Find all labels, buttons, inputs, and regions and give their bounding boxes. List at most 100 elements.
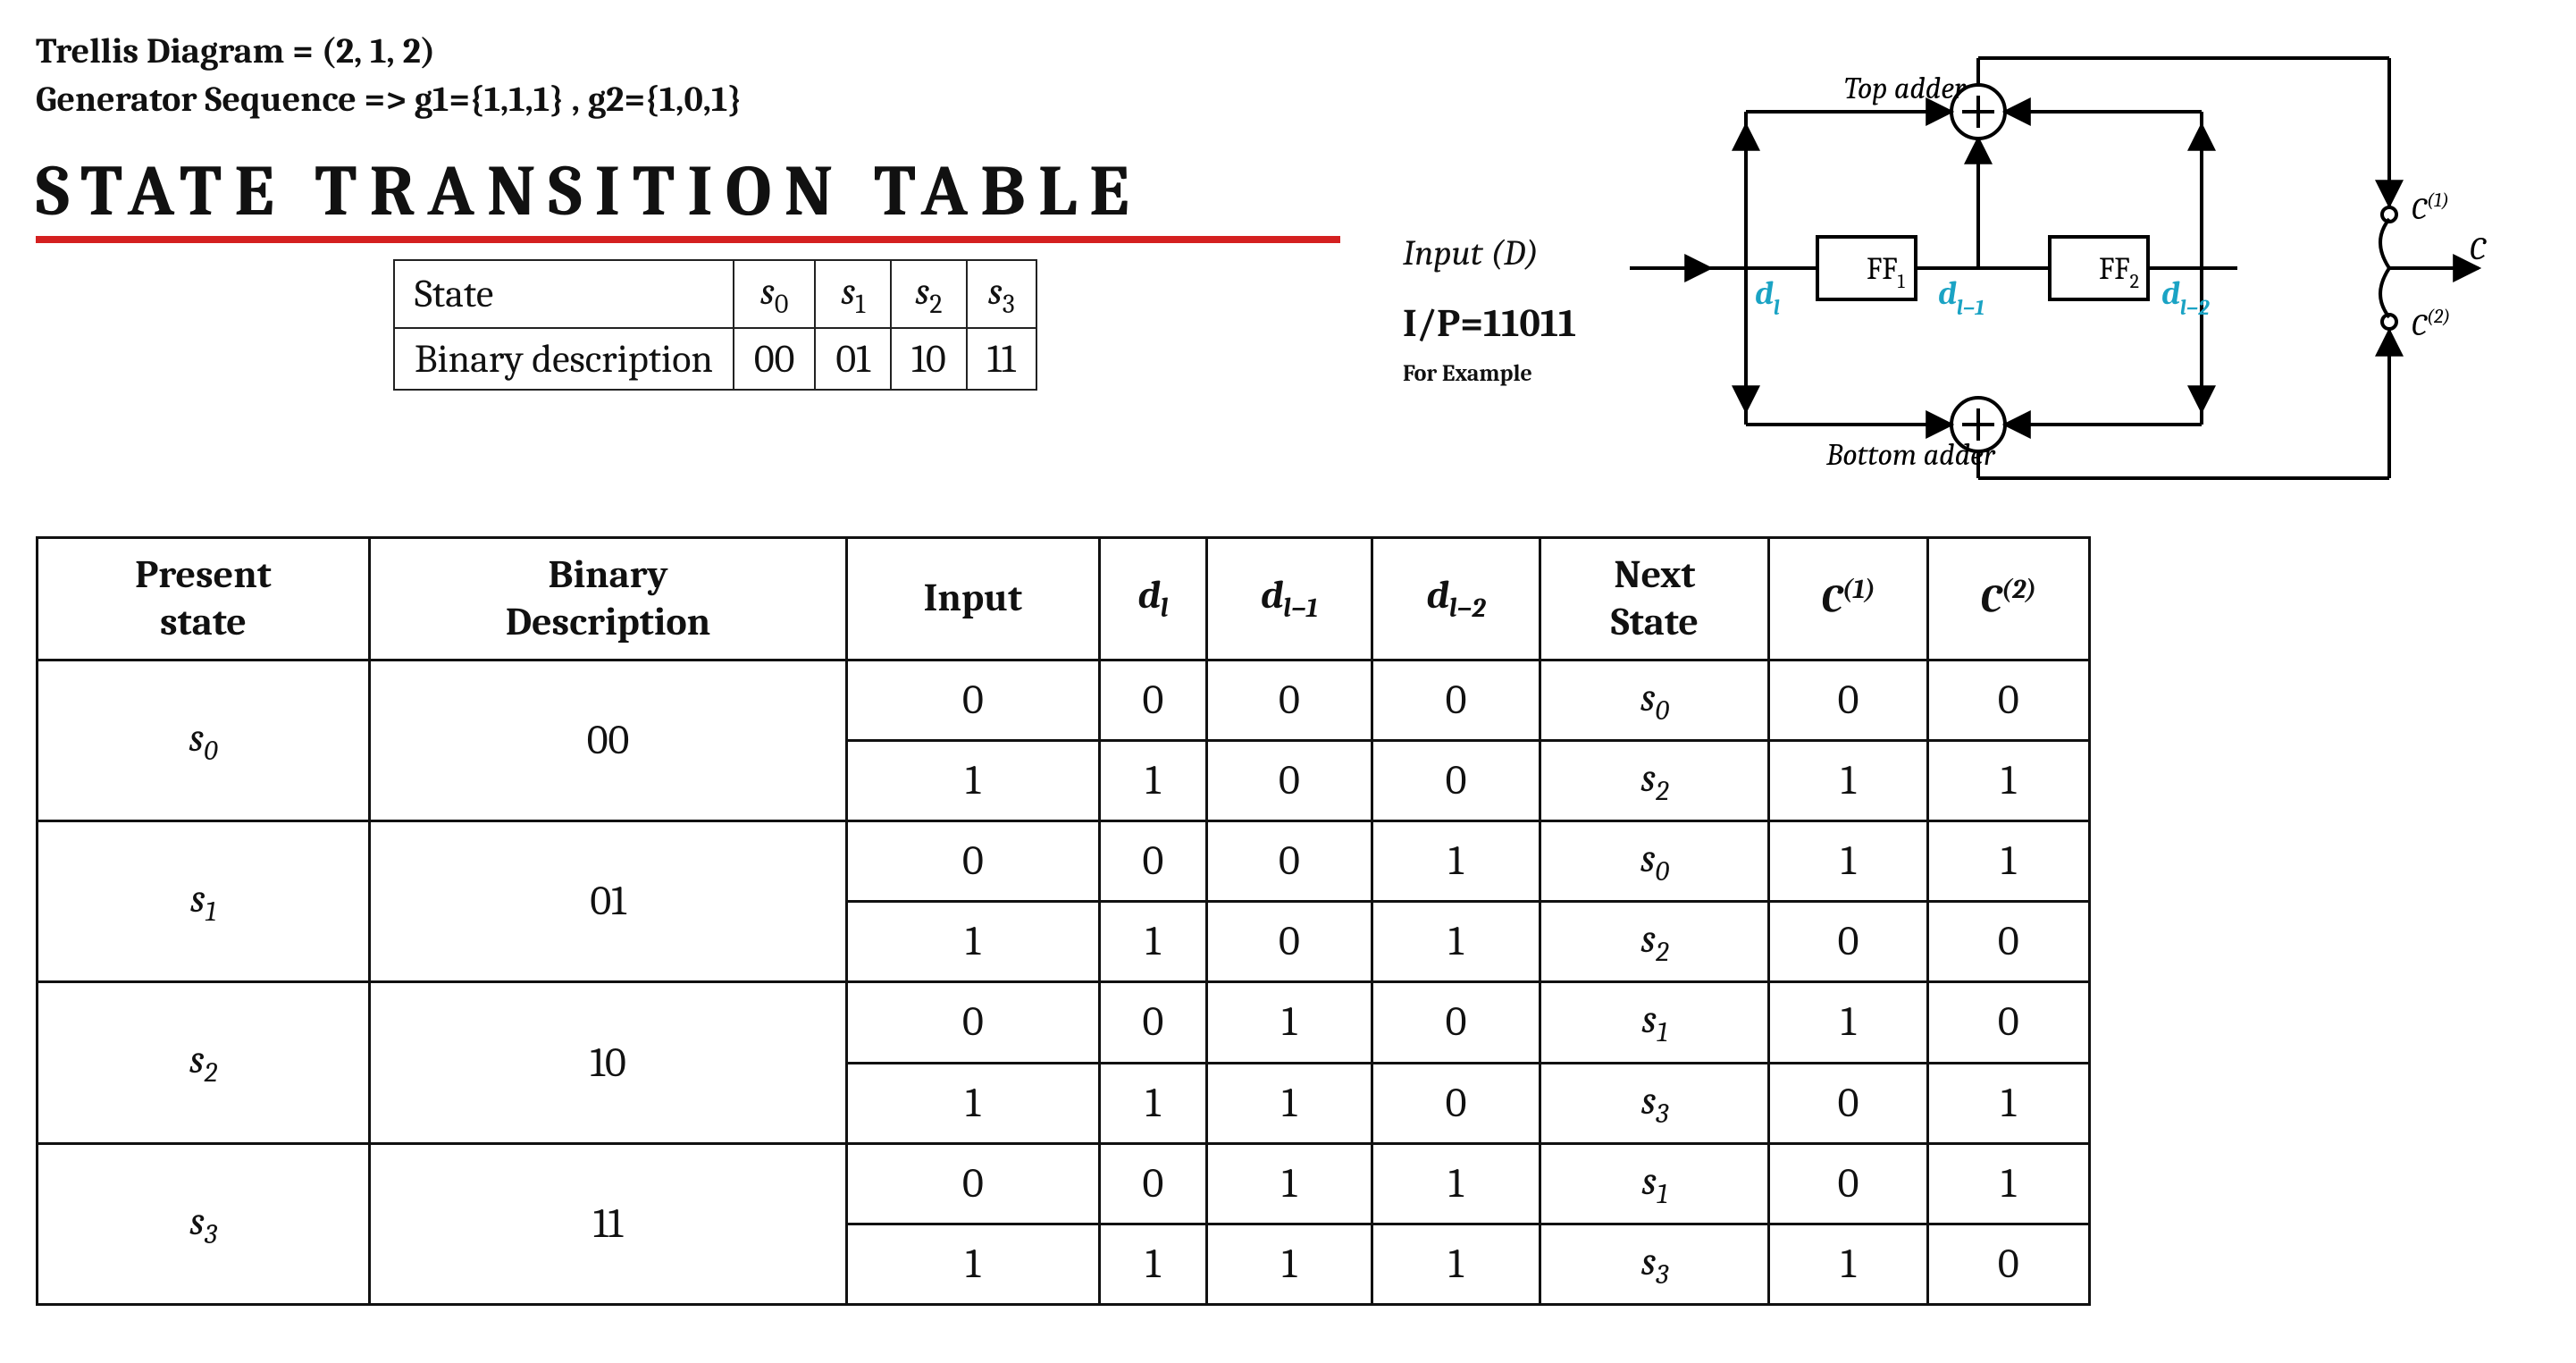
th-present-state: Presentstate	[38, 538, 370, 660]
cell-next-state: s1	[1540, 1143, 1769, 1224]
cell-dlm2: 1	[1372, 820, 1540, 901]
cell-input: 0	[847, 982, 1099, 1063]
cell-binary-desc: 10	[369, 982, 846, 1143]
cell-input: 1	[847, 1063, 1099, 1143]
cell-dlm2: 1	[1372, 1224, 1540, 1304]
c-output-label: C	[2470, 231, 2487, 267]
cell-dlm2: 0	[1372, 982, 1540, 1063]
state-map-label-binary: Binary description	[394, 328, 734, 390]
cell-dl: 1	[1099, 902, 1207, 982]
bin-01: 01	[815, 328, 891, 390]
cell-next-state: s0	[1540, 820, 1769, 901]
cell-binary-desc: 01	[369, 820, 846, 981]
trellis-value: (2, 1, 2)	[322, 30, 436, 72]
th-input: Input	[847, 538, 1099, 660]
gen-label: Generator Sequence =>	[36, 79, 415, 120]
cell-dlm2: 0	[1372, 740, 1540, 820]
cell-c1: 1	[1769, 820, 1927, 901]
cell-c2: 1	[1927, 1143, 2089, 1224]
cell-input: 1	[847, 902, 1099, 982]
cell-input: 0	[847, 660, 1099, 740]
cell-present-state: s0	[38, 660, 370, 820]
cell-next-state: s0	[1540, 660, 1769, 740]
cell-dlm1: 0	[1207, 820, 1372, 901]
cell-present-state: s1	[38, 820, 370, 981]
cell-dlm2: 0	[1372, 660, 1540, 740]
state-map-row-binary: Binary description 00 01 10 11	[394, 328, 1036, 390]
cell-c2: 0	[1927, 660, 2089, 740]
gen-value: g1={1,1,1} , g2={1,0,1}	[415, 79, 742, 120]
cell-next-state: s3	[1540, 1063, 1769, 1143]
header-lines: Trellis Diagram = (2, 1, 2) Generator Se…	[36, 27, 1376, 123]
cell-c2: 0	[1927, 902, 2089, 982]
cell-dlm1: 1	[1207, 1063, 1372, 1143]
bin-11: 11	[967, 328, 1036, 390]
ip-block: Input (D) I/P=11011 For Example	[1403, 36, 1576, 387]
header-line-2: Generator Sequence => g1={1,1,1} , g2={1…	[36, 75, 1376, 123]
cell-input: 0	[847, 1143, 1099, 1224]
table-row: s0000000s000	[38, 660, 2090, 740]
cell-next-state: s1	[1540, 982, 1769, 1063]
cell-binary-desc: 11	[369, 1143, 846, 1304]
dlm1-tap-label: dl−1	[1938, 275, 1984, 320]
cell-c2: 0	[1927, 1224, 2089, 1304]
dl-tap-label: dl	[1755, 275, 1780, 320]
c2-output-label: C(2)	[2412, 305, 2450, 343]
cell-next-state: s2	[1540, 902, 1769, 982]
th-dlm2: dl−2	[1372, 538, 1540, 660]
cell-c2: 1	[1927, 740, 2089, 820]
cell-dlm2: 1	[1372, 1143, 1540, 1224]
cell-next-state: s2	[1540, 740, 1769, 820]
cell-c1: 0	[1769, 1063, 1927, 1143]
cell-input: 0	[847, 820, 1099, 901]
state-s0: s0	[734, 260, 816, 328]
cell-c2: 1	[1927, 820, 2089, 901]
top-adder-label: Top adder	[1844, 71, 1967, 106]
table-row: s2100010s110	[38, 982, 2090, 1063]
table-row: s1010001s011	[38, 820, 2090, 901]
title-underline	[36, 236, 1340, 243]
cell-c2: 1	[1927, 1063, 2089, 1143]
th-c1: C(1)	[1769, 538, 1927, 660]
bin-00: 00	[734, 328, 816, 390]
right-block: Input (D) I/P=11011 For Example	[1403, 27, 2540, 501]
cell-c2: 0	[1927, 982, 2089, 1063]
cell-dlm1: 0	[1207, 740, 1372, 820]
cell-dlm1: 0	[1207, 660, 1372, 740]
cell-c1: 0	[1769, 1143, 1927, 1224]
cell-dl: 0	[1099, 820, 1207, 901]
header-line-1: Trellis Diagram = (2, 1, 2)	[36, 27, 1376, 75]
cell-dlm2: 1	[1372, 902, 1540, 982]
cell-dl: 1	[1099, 1224, 1207, 1304]
cell-dl: 1	[1099, 1063, 1207, 1143]
state-map-table: State s0 s1 s2 s3 Binary description 00 …	[393, 259, 1037, 391]
th-dl: dl	[1099, 538, 1207, 660]
top-row: Trellis Diagram = (2, 1, 2) Generator Se…	[36, 27, 2540, 501]
cell-c1: 1	[1769, 982, 1927, 1063]
cell-dl: 1	[1099, 740, 1207, 820]
left-block: Trellis Diagram = (2, 1, 2) Generator Se…	[36, 27, 1376, 391]
bottom-adder-label: Bottom adder	[1825, 437, 1996, 473]
state-map-label-state: State	[394, 260, 734, 328]
cell-dlm1: 1	[1207, 982, 1372, 1063]
cell-c1: 1	[1769, 740, 1927, 820]
input-d-label: Input (D)	[1403, 232, 1576, 273]
cell-dl: 0	[1099, 1143, 1207, 1224]
table-header-row: Presentstate BinaryDescription Input dl …	[38, 538, 2090, 660]
th-dlm1: dl−1	[1207, 538, 1372, 660]
cell-c1: 0	[1769, 902, 1927, 982]
cell-dlm1: 1	[1207, 1143, 1372, 1224]
trellis-label: Trellis Diagram =	[36, 30, 322, 72]
state-transition-table: Presentstate BinaryDescription Input dl …	[36, 536, 2091, 1306]
state-s2: s2	[891, 260, 967, 328]
table-row: s3110011s101	[38, 1143, 2090, 1224]
th-next-state: NextState	[1540, 538, 1769, 660]
th-binary-desc: BinaryDescription	[369, 538, 846, 660]
cell-dlm1: 0	[1207, 902, 1372, 982]
cell-dl: 0	[1099, 660, 1207, 740]
page-title: STATE TRANSITION TABLE	[36, 150, 1376, 232]
state-s1: s1	[815, 260, 891, 328]
state-s3: s3	[967, 260, 1036, 328]
cell-dlm1: 1	[1207, 1224, 1372, 1304]
cell-input: 1	[847, 1224, 1099, 1304]
